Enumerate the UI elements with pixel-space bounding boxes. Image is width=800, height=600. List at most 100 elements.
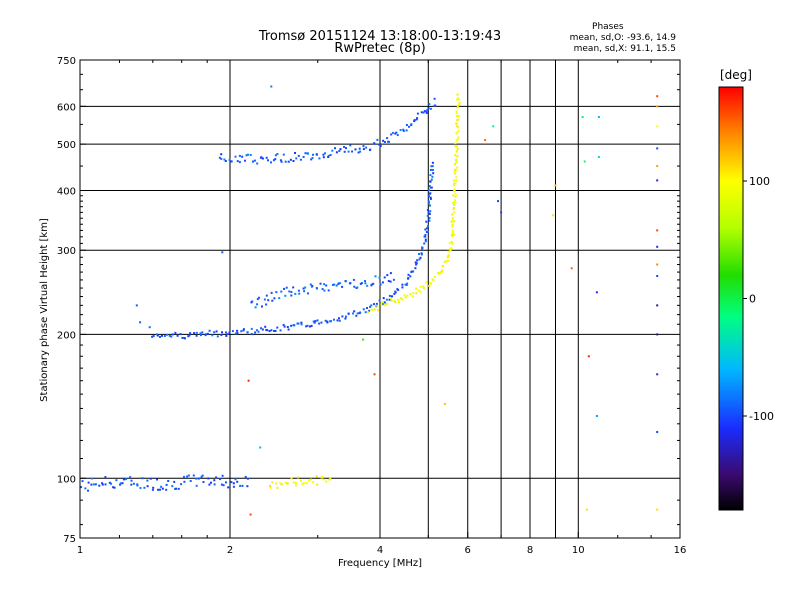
echo-point [341,285,344,288]
echo-point [329,477,332,480]
scatter-point [570,267,573,270]
echo-point [312,153,314,156]
echo-point [362,148,365,151]
echo-point [450,247,453,250]
echo-point [388,298,391,301]
echo-point [279,482,282,485]
echo-point [324,152,326,155]
echo-point [407,277,410,280]
echo-point [429,197,432,200]
echo-point [241,484,244,487]
echo-point [451,223,454,226]
echo-point [451,235,454,238]
echo-point [375,302,378,305]
echo-point [275,291,278,294]
echo-point [394,132,397,135]
echo-point [385,298,388,301]
scatter-point [148,326,151,329]
echo-point [263,298,266,301]
echo-point [132,482,135,485]
scatter-point [249,513,252,516]
echo-point [428,217,431,220]
scatter-point [595,291,598,294]
echo-point [437,272,440,274]
echo-point [311,157,314,159]
echo-point [225,331,227,334]
echo-point [215,330,218,333]
x-tick-label: 16 [674,545,687,556]
echo-point [408,125,410,128]
echo-point [112,486,115,489]
echo-point [451,213,454,216]
echo-point [290,324,293,327]
echo-point [152,335,155,337]
echo-point [454,172,457,175]
echo-point [456,150,458,153]
echo-point [456,139,459,142]
echo-point [384,303,387,306]
echo-point [410,123,413,126]
echo-point [453,204,455,206]
echo-point [183,480,186,483]
y-tick-label: 200 [57,330,76,341]
echo-point [232,482,235,485]
x-tick-label: 1 [77,545,83,556]
echo-point [170,335,173,338]
echo-point [183,475,185,478]
echo-point [290,477,293,480]
echo-point [210,481,212,484]
echo-point [202,481,205,483]
echo-point [432,279,435,282]
echo-point [90,477,93,480]
echo-point [165,488,168,491]
echo-point [415,292,418,295]
echo-point [280,483,283,486]
scatter-point [656,179,659,182]
echo-point [307,479,310,482]
echo-point [401,283,404,286]
echo-point [327,156,330,158]
echo-point [292,160,295,162]
echo-point [246,331,249,334]
echo-point [293,324,296,327]
echo-point [356,286,359,289]
echo-point [423,235,426,238]
echo-point [136,483,139,486]
echo-point [189,332,192,335]
echo-point [260,327,262,330]
echo-point [369,148,372,151]
echo-point [201,474,204,477]
echo-point [368,309,371,312]
scatter-point [443,403,446,405]
echo-point [231,330,234,333]
echo-point [390,133,393,136]
echo-point [228,158,231,161]
scatter-point [552,214,555,217]
echo-point [439,271,442,273]
echo-point [369,305,372,308]
echo-point [297,289,300,292]
echo-point [327,154,330,157]
echo-point [113,486,116,489]
echo-point [90,483,93,486]
echo-point [424,228,427,231]
echo-point [80,486,83,489]
phase-stats-o: mean, sd,O: -93.6, 14.9 [569,33,676,43]
echo-point [337,282,340,285]
echo-point [447,254,450,257]
echo-point [454,195,457,198]
echo-point [455,161,458,164]
echo-point [325,284,328,287]
echo-point [456,155,459,158]
echo-point [329,154,332,156]
echo-point [420,111,423,114]
echo-point [334,147,336,150]
echo-point [406,282,409,285]
echo-point [287,328,290,331]
echo-point [372,282,375,285]
echo-point [84,487,87,490]
echo-point [333,283,336,286]
echo-point [433,97,436,100]
echo-point [420,252,423,255]
